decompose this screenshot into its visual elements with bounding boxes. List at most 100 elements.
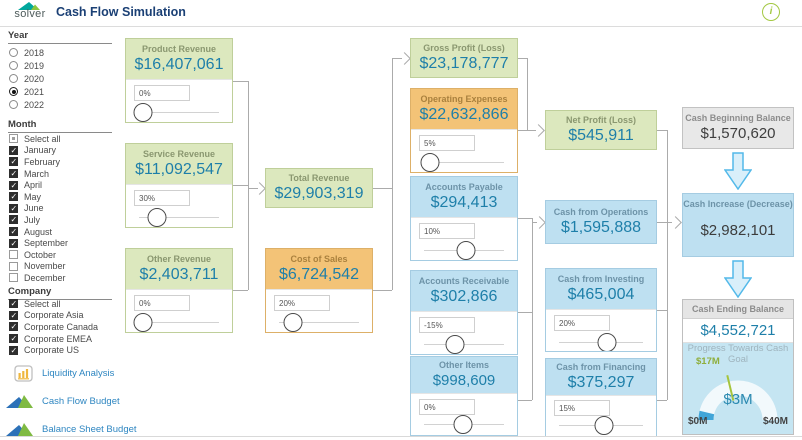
filter-option-2018[interactable]: 2018 [9, 46, 44, 59]
filter-label: May [24, 191, 42, 202]
product-revenue-pct-input[interactable] [134, 85, 190, 101]
filter-option-2021[interactable]: 2021 [9, 85, 44, 98]
cash-goal-gauge [698, 375, 778, 421]
cash-from-financing-slider[interactable] [559, 416, 643, 436]
accounts-payable-pct-input[interactable] [419, 223, 475, 239]
card-title: Cash Ending Balance [683, 300, 793, 319]
service-revenue-slider[interactable] [139, 208, 219, 227]
service-revenue-pct-input[interactable] [134, 190, 190, 206]
other-revenue-slider[interactable] [133, 313, 219, 332]
card-value: $545,911 [568, 127, 634, 144]
other-items-card: Other Items $998,609 [410, 356, 518, 436]
solver-logo-icon [18, 2, 40, 10]
slider-handle[interactable] [456, 241, 476, 260]
filter-option-july[interactable]: July [9, 214, 68, 226]
other-items-slider[interactable] [424, 415, 504, 435]
cash-from-investing-pct-input[interactable] [554, 315, 610, 331]
accounts-receivable-pct-input[interactable] [419, 317, 475, 333]
cost-of-sales-slider[interactable] [279, 313, 359, 332]
filter-option-corporate-canada[interactable]: Corporate Canada [9, 321, 98, 333]
card-title: Other Items [438, 360, 489, 370]
filter-label: September [24, 238, 69, 249]
other-revenue-pct-input[interactable] [134, 295, 190, 311]
info-icon[interactable]: i [762, 3, 780, 21]
filter-option-october[interactable]: October [9, 249, 68, 261]
filter-option-2019[interactable]: 2019 [9, 59, 44, 72]
gross-profit-card: Gross Profit (Loss) $23,178,777 [410, 38, 518, 78]
operating-expenses-pct-input[interactable] [419, 135, 475, 151]
cash-from-financing-card: Cash from Financing $375,297 [545, 358, 657, 437]
filter-option-august[interactable]: August [9, 226, 68, 238]
card-value: $6,724,542 [278, 266, 360, 283]
app-header: solver Cash Flow Simulation i [0, 0, 802, 27]
card-title: Cash from Financing [556, 362, 646, 372]
slider-handle[interactable] [133, 103, 153, 122]
filter-option-september[interactable]: September [9, 237, 68, 249]
filter-option-january[interactable]: January [9, 145, 68, 157]
filter-label: March [24, 168, 50, 179]
checkbox-icon [9, 157, 18, 167]
cost-of-sales-pct-input[interactable] [274, 295, 330, 311]
filter-option-corporate-emea[interactable]: Corporate EMEA [9, 333, 98, 345]
card-value: $998,609 [432, 372, 496, 389]
accounts-payable-slider[interactable] [424, 241, 504, 260]
slider-handle[interactable] [453, 415, 473, 434]
filter-option-select-all[interactable]: Select all [9, 133, 68, 145]
solver-mark-icon [6, 422, 33, 436]
sidebar-link-liquidity-analysis[interactable]: Liquidity Analysis [14, 362, 114, 384]
operating-expenses-slider[interactable] [420, 153, 504, 172]
filter-option-corporate-asia[interactable]: Corporate Asia [9, 310, 98, 322]
card-value: $1,595,888 [560, 219, 642, 236]
filter-option-may[interactable]: May [9, 191, 68, 203]
filter-label: Corporate EMEA [24, 333, 93, 344]
slider-handle[interactable] [597, 333, 617, 351]
filter-option-june[interactable]: June [9, 203, 68, 215]
solver-logo: solver [10, 2, 50, 20]
checkbox-icon [9, 169, 18, 179]
filter-label: July [24, 214, 41, 225]
slider-handle[interactable] [147, 208, 167, 227]
sidebar-link-balance-sheet-budget[interactable]: Balance Sheet Budget [6, 418, 137, 440]
operating-expenses-card: Operating Expenses $22,632,866 [410, 88, 518, 173]
cash-from-financing-pct-input[interactable] [554, 400, 610, 416]
radio-icon [9, 48, 18, 57]
filter-option-march[interactable]: March [9, 168, 68, 180]
cash-from-investing-card: Cash from Investing $465,004 [545, 268, 657, 352]
accounts-receivable-card: Accounts Receivable $302,866 [410, 270, 518, 355]
gauge-max-label: $40M [762, 416, 788, 427]
sidebar-link-cash-flow-budget[interactable]: Cash Flow Budget [6, 390, 120, 412]
filter-option-november[interactable]: November [9, 261, 68, 273]
page-title: Cash Flow Simulation [56, 5, 186, 19]
filter-option-february[interactable]: February [9, 156, 68, 168]
card-title: Accounts Receivable [418, 276, 510, 286]
accounts-receivable-slider[interactable] [424, 335, 504, 354]
slider-handle[interactable] [594, 416, 614, 435]
filter-label: October [24, 249, 57, 260]
filter-label: Select all [24, 133, 61, 144]
filter-option-2022[interactable]: 2022 [9, 98, 44, 111]
checkbox-icon [9, 345, 18, 355]
slider-handle[interactable] [283, 313, 303, 332]
slider-handle[interactable] [133, 313, 153, 332]
filter-option-select-all[interactable]: Select all [9, 298, 98, 310]
cash-from-investing-slider[interactable] [559, 333, 643, 351]
filter-option-april[interactable]: April [9, 179, 68, 191]
card-value: $29,903,319 [274, 185, 364, 202]
filter-option-december[interactable]: December [9, 272, 68, 284]
card-value: $16,407,061 [134, 56, 224, 73]
filter-option-2020[interactable]: 2020 [9, 72, 44, 85]
filter-label: June [24, 203, 44, 214]
checkbox-icon [9, 261, 18, 271]
radio-icon [9, 74, 18, 83]
other-items-pct-input[interactable] [419, 399, 475, 415]
slider-handle[interactable] [420, 153, 440, 172]
slider-handle[interactable] [445, 335, 465, 354]
total-revenue-card: Total Revenue $29,903,319 [265, 168, 373, 208]
product-revenue-slider[interactable] [133, 103, 219, 122]
radio-icon [9, 100, 18, 109]
filter-option-corporate-us[interactable]: Corporate US [9, 344, 98, 356]
card-title: Cost of Sales [290, 254, 348, 264]
filter-label: December [24, 272, 66, 283]
filter-label: January [24, 145, 57, 156]
